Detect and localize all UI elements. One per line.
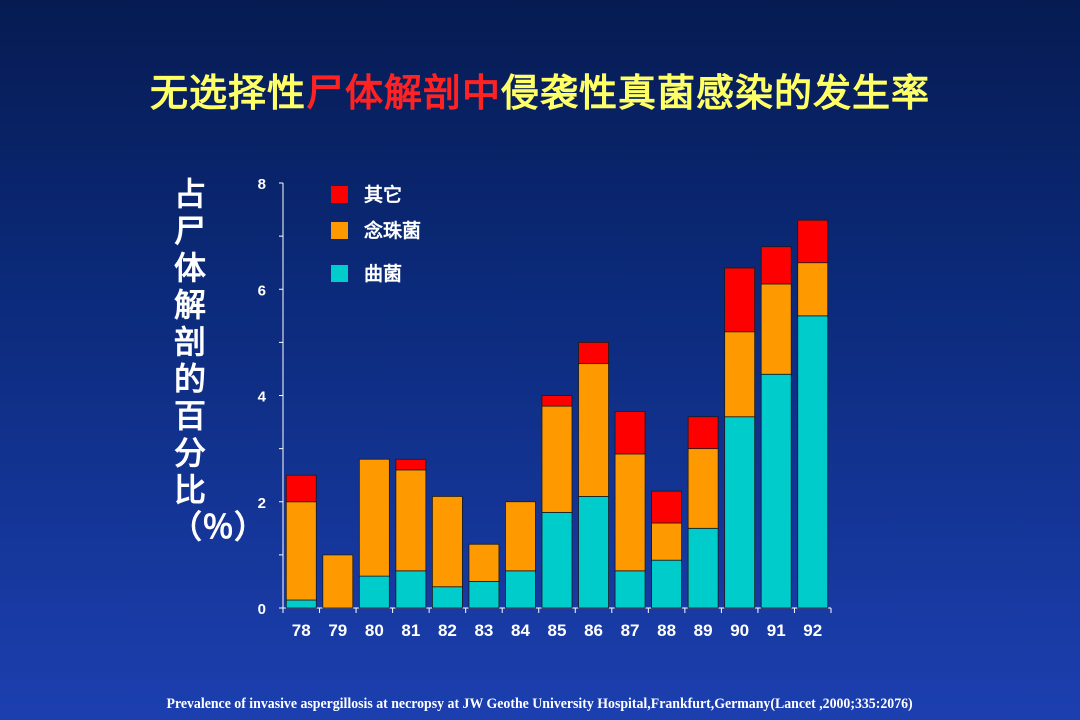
- x-tick-label: 83: [474, 621, 493, 640]
- x-tick-label: 84: [511, 621, 530, 640]
- bar-其它-87: [614, 411, 646, 455]
- title-part-2: 尸体解剖中: [305, 71, 501, 115]
- bar-念珠菌-90: [724, 331, 756, 418]
- legend-label-其它: 其它: [364, 183, 402, 206]
- x-tick-label: 80: [365, 621, 384, 640]
- bar-曲菌-88: [651, 559, 682, 609]
- bar-曲菌-85: [541, 511, 573, 609]
- bar-曲菌-92: [797, 315, 829, 609]
- x-tick-label: 86: [584, 621, 603, 640]
- x-tick-label: 87: [621, 621, 640, 640]
- x-tick-label: 92: [803, 621, 822, 640]
- legend-label-念珠菌: 念珠菌: [363, 219, 421, 242]
- x-tick-label: 78: [292, 621, 311, 640]
- x-tick-label: 88: [657, 621, 676, 640]
- bar-曲菌-83: [468, 581, 500, 609]
- bar-曲菌-91: [760, 373, 792, 609]
- legend-swatch-曲菌: [331, 265, 348, 282]
- bar-念珠菌-85: [541, 405, 573, 513]
- y-tick-label: 6: [258, 282, 266, 299]
- bar-曲菌-90: [724, 416, 756, 609]
- legend-label-曲菌: 曲菌: [364, 262, 402, 285]
- x-tick-label: 82: [438, 621, 457, 640]
- x-tick-label: 91: [767, 621, 786, 640]
- bar-曲菌-87: [614, 570, 646, 609]
- bar-其它-89: [687, 416, 719, 450]
- bar-曲菌-80: [358, 575, 390, 609]
- bar-曲菌-89: [687, 527, 719, 609]
- bar-曲菌-84: [505, 570, 536, 609]
- bar-念珠菌-80: [358, 458, 390, 577]
- legend-swatch-念珠菌: [331, 222, 348, 239]
- x-tick-label: 90: [730, 621, 749, 640]
- y-tick-label: 0: [258, 601, 266, 618]
- x-tick-label: 85: [548, 621, 567, 640]
- bar-曲菌-78: [285, 599, 317, 609]
- bar-念珠菌-84: [505, 501, 536, 572]
- bar-其它-88: [651, 490, 682, 524]
- y-tick-label: 8: [258, 176, 266, 193]
- bar-曲菌-86: [578, 496, 609, 609]
- bar-曲菌-81: [395, 570, 427, 609]
- bar-念珠菌-91: [760, 283, 792, 375]
- bar-其它-92: [797, 219, 829, 264]
- bar-念珠菌-78: [285, 501, 317, 601]
- bar-念珠菌-82: [431, 496, 463, 588]
- bar-念珠菌-87: [614, 453, 646, 572]
- bar-念珠菌-81: [395, 469, 427, 572]
- bar-曲菌-82: [431, 586, 463, 609]
- bar-其它-90: [724, 267, 756, 333]
- bar-念珠菌-86: [578, 363, 609, 497]
- footnote: Prevalence of invasive aspergillosis at …: [166, 696, 913, 712]
- x-tick-label: 89: [694, 621, 713, 640]
- bar-其它-81: [395, 458, 427, 471]
- y-tick-label: 2: [258, 495, 266, 512]
- bar-念珠菌-79: [322, 554, 354, 609]
- bar-念珠菌-89: [687, 448, 719, 529]
- bar-其它-85: [541, 395, 573, 407]
- x-tick-label: 81: [401, 621, 420, 640]
- bar-念珠菌-92: [797, 262, 829, 317]
- y-tick-label: 4: [258, 389, 267, 406]
- bar-其它-78: [285, 474, 317, 503]
- bar-念珠菌-88: [651, 522, 682, 561]
- bar-其它-91: [760, 246, 792, 285]
- legend-swatch-其它: [331, 186, 348, 203]
- title-part-3: 侵袭性真菌感染的发生率: [501, 71, 931, 115]
- chart-title: 无选择性尸体解剖中侵袭性真菌感染的发生率: [0, 62, 1080, 117]
- bar-念珠菌-83: [468, 543, 500, 582]
- x-tick-label: 79: [328, 621, 347, 640]
- bar-其它-86: [578, 341, 609, 365]
- title-part-1: 无选择性: [149, 71, 306, 115]
